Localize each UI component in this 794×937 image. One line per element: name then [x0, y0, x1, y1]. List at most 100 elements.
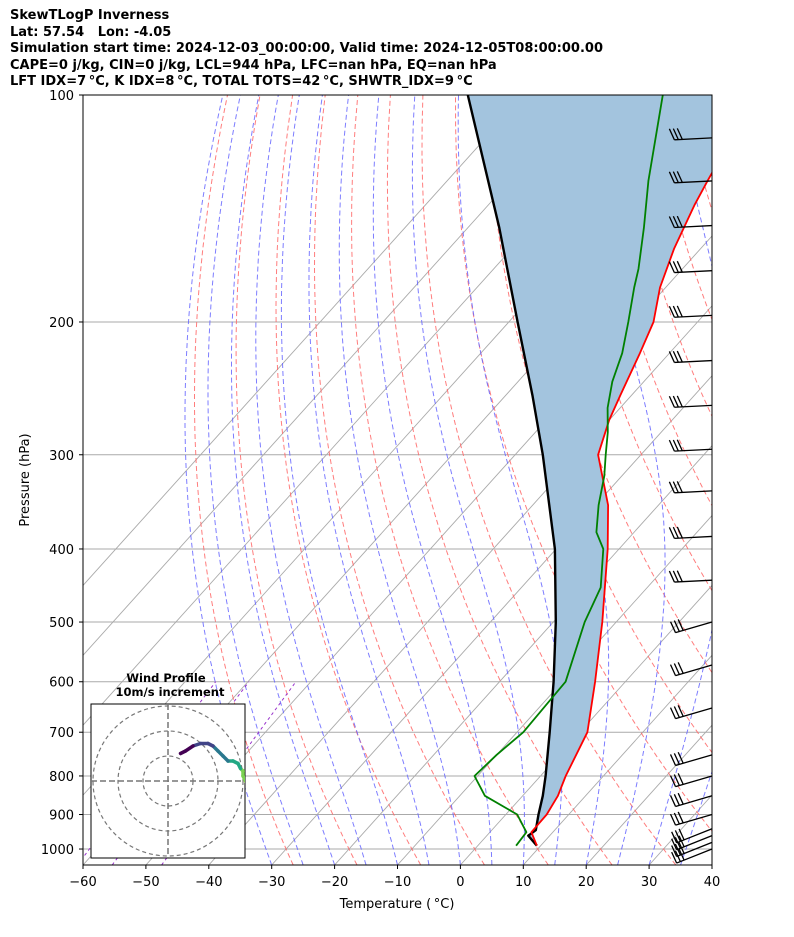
moist-adiabat: [280, 95, 398, 865]
moist-adiabat: [255, 95, 367, 865]
wind-barb-flag: [668, 527, 675, 539]
x-tick-label: −60: [69, 875, 96, 890]
wind-barb-flag: [672, 395, 679, 408]
moist-adiabat: [338, 95, 461, 865]
moist-adiabat: [308, 95, 430, 865]
wind-barb-flag: [677, 751, 684, 764]
moist-adiabat: [457, 95, 564, 865]
wind-barb-flag: [671, 851, 678, 864]
dry-adiabat: [275, 95, 422, 865]
wind-barb-flag: [669, 754, 677, 766]
wind-barb-shaft: [675, 813, 713, 826]
wind-barb-flag: [677, 662, 684, 674]
y-tick-label: 1000: [41, 843, 74, 858]
wind-barb: [669, 811, 713, 826]
chart-header: SkewTLogP Inverness Lat: 57.54 Lon: -4.05…: [10, 8, 603, 91]
isotherm-line: [711, 864, 712, 865]
wind-barb: [668, 305, 713, 318]
wind-barb-shaft: [675, 775, 713, 788]
wind-barb-flag: [672, 171, 679, 183]
wind-barb-flag: [672, 216, 679, 228]
wind-barb-flag: [668, 570, 675, 583]
wind-barb-flag: [677, 619, 684, 631]
wind-barb-flag: [671, 838, 678, 850]
wind-barb: [668, 395, 713, 408]
dry-adiabat: [421, 95, 677, 865]
temperature-profile: [530, 171, 712, 847]
hodograph-title: Wind Profile: [126, 671, 206, 685]
isotherm-line: [145, 235, 712, 865]
wind-barb-flag: [676, 481, 683, 493]
hodograph-trace-segment: [251, 784, 254, 787]
wind-barb-shaft: [674, 180, 713, 184]
wind-barb-shaft: [674, 224, 713, 229]
title-line: SkewTLogP Inverness: [10, 8, 170, 23]
x-tick-label: −30: [258, 875, 285, 890]
wind-barb-flag: [668, 216, 675, 228]
wind-barb-flag: [673, 620, 680, 632]
wind-barb-flag: [671, 845, 678, 857]
wind-barb-flag: [676, 305, 683, 318]
wind-barb-flag: [669, 664, 677, 676]
wind-barb-flag: [673, 663, 680, 675]
wind-barb-flag: [668, 439, 675, 452]
wind-barb-flag: [668, 305, 675, 318]
isotherm-line: [397, 514, 712, 865]
wind-barb-shaft: [676, 841, 713, 858]
wind-barb-shaft: [674, 314, 713, 318]
moist-adiabat: [711, 863, 712, 865]
x-tick-label: −40: [195, 875, 222, 890]
wind-barb-shaft: [674, 359, 713, 364]
wind-barb-flag: [673, 812, 680, 825]
dry-adiabat: [351, 95, 549, 865]
wind-barb-flag: [669, 775, 677, 787]
wind-barb-flag: [672, 128, 679, 140]
wind-barb-flag: [676, 350, 683, 363]
isotherm-line: [522, 654, 712, 865]
wind-barb-shaft: [674, 490, 713, 494]
dry-adiabat: [585, 95, 712, 507]
x-tick-label: 0: [456, 875, 464, 890]
x-axis-label: Temperature ( °C): [339, 897, 455, 912]
wind-barb-shaft: [674, 137, 713, 141]
y-tick-label: 200: [49, 316, 74, 331]
y-tick-label: 700: [49, 726, 74, 741]
wind-barb-flag: [672, 481, 679, 493]
wind-barb: [669, 705, 713, 720]
wind-barb: [668, 260, 713, 274]
x-tick-label: 20: [578, 875, 595, 890]
wind-barb-shaft: [676, 828, 713, 844]
dry-adiabat: [194, 95, 294, 865]
y-tick-label: 800: [49, 770, 74, 785]
y-tick-label: 900: [49, 809, 74, 824]
moist-adiabat: [207, 95, 304, 865]
wind-barb-flag: [677, 705, 684, 717]
wind-barb-flag: [669, 795, 677, 807]
wind-barb-shaft: [675, 754, 713, 767]
y-axis-label: Pressure (hPa): [18, 433, 33, 526]
wind-barb-flag: [676, 526, 683, 539]
wind-barb-shaft: [674, 404, 713, 408]
wind-barb-flag: [676, 260, 683, 273]
moist-adiabat: [680, 770, 712, 865]
isotherm-line: [585, 724, 712, 865]
wind-barb: [668, 570, 713, 583]
dry-adiabat: [235, 95, 358, 865]
wind-barb-flag: [676, 570, 683, 582]
wind-barb: [668, 526, 713, 539]
wind-barb-flag: [669, 621, 677, 633]
wind-barb-flag: [678, 828, 685, 841]
y-tick-label: 300: [49, 449, 74, 464]
wind-barb-flag: [669, 813, 677, 826]
wind-barb-flag: [668, 128, 675, 141]
wind-barb-flag: [672, 570, 679, 583]
wind-barb-flag: [668, 396, 675, 408]
wind-barb: [671, 828, 713, 844]
wind-barb-flag: [677, 811, 684, 824]
hodograph-trace-segment: [178, 749, 188, 756]
axes: −60 −50 −40 −30 −20 −10 0 10 20 30 40 100 200 300 400 5…: [41, 89, 720, 890]
wind-barb-flag: [669, 707, 677, 719]
wind-barb: [669, 751, 713, 767]
wind-barb-flag: [676, 215, 683, 228]
dry-adiabat: [313, 95, 485, 865]
